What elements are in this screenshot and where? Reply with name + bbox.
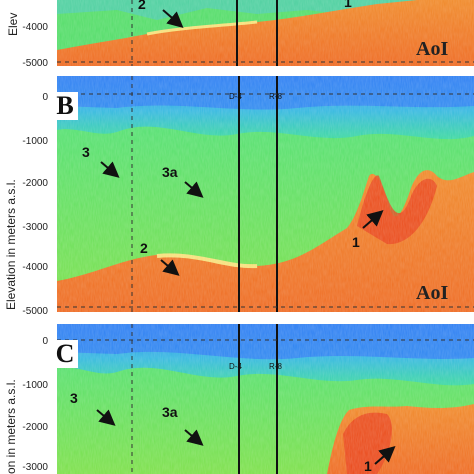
panel-a-seismic-image <box>57 0 474 66</box>
well-label-r8: R-8 <box>269 362 282 371</box>
region-label-1: 1 <box>352 234 360 250</box>
well-label-r8: R-8 <box>269 92 282 101</box>
region-label-2: 2 <box>138 0 146 12</box>
region-label-1: 1 <box>364 458 372 474</box>
panel-b-seismic-image <box>57 76 474 312</box>
arrow-2 <box>160 259 180 276</box>
arrow-1 <box>362 210 384 229</box>
tick-label: -3000 <box>22 462 48 473</box>
tick-label: -4000 <box>22 262 48 273</box>
region-label-3: 3 <box>70 390 78 406</box>
tick-label: 0 <box>42 92 48 103</box>
region-label-3: 3 <box>82 144 90 160</box>
tick-label: -4000 <box>22 22 48 33</box>
y-axis-label: Elevation in meters a.s.l. <box>4 179 18 310</box>
aoi-label: AoI <box>416 38 449 60</box>
aoi-label: AoI <box>416 282 449 304</box>
arrow-1 <box>374 446 396 465</box>
tick-label: -1000 <box>22 136 48 147</box>
region-label-3a: 3a <box>162 404 178 420</box>
region-label-2: 2 <box>140 240 148 256</box>
arrow-3a <box>184 429 204 446</box>
panel-b-section <box>57 76 474 312</box>
tick-label: 0 <box>42 336 48 347</box>
panel-a-section <box>57 0 474 66</box>
arrow-3 <box>96 409 116 426</box>
panel-c-seismic-image <box>57 324 474 474</box>
tick-label: -5000 <box>22 58 48 69</box>
y-axis-label: Elev <box>6 12 20 36</box>
well-label-d4: D-4 <box>229 92 242 101</box>
well-label-d4: D-4 <box>229 362 242 371</box>
tick-label: -2000 <box>22 422 48 433</box>
arrow-3a <box>184 181 204 198</box>
region-label-3a: 3a <box>162 164 178 180</box>
y-axis-label: on in meters a.s.l. <box>4 379 18 474</box>
region-label-1: 1 <box>344 0 352 10</box>
tick-label: -3000 <box>22 222 48 233</box>
tick-label: -5000 <box>22 306 48 317</box>
panel-label-b: B <box>52 92 78 120</box>
arrow-2 <box>162 9 184 28</box>
tick-label: -1000 <box>22 380 48 391</box>
panel-c-section <box>57 324 474 474</box>
tick-label: -2000 <box>22 178 48 189</box>
arrow-3 <box>100 161 120 178</box>
panel-label-c: C <box>52 340 78 368</box>
